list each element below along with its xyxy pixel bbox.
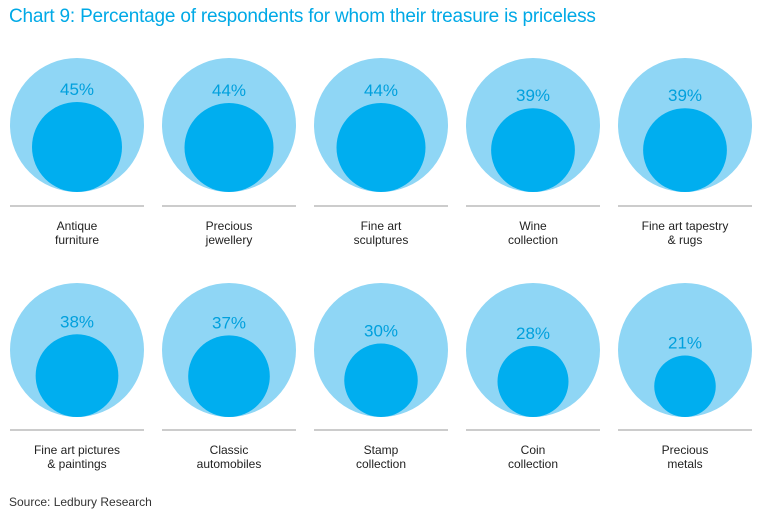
category-label: Classic	[210, 443, 249, 457]
category-label: Fine art tapestry	[642, 219, 729, 233]
outer-bubble	[618, 283, 752, 417]
value-bubble	[491, 108, 575, 192]
category-label: Coin	[521, 443, 546, 457]
value-bubble	[35, 334, 119, 417]
source-note: Source: Ledbury Research	[9, 495, 152, 509]
value-bubble	[32, 102, 122, 192]
category-label: automobiles	[197, 457, 262, 471]
category-label: Fine art	[361, 219, 402, 233]
value-bubble	[188, 335, 270, 417]
category-label: collection	[508, 233, 558, 247]
value-bubble	[184, 103, 274, 193]
value-label: 39%	[668, 86, 702, 105]
category-label: Fine art pictures	[34, 443, 120, 457]
value-label: 37%	[212, 313, 246, 332]
category-label: metals	[667, 457, 702, 471]
category-label: Antique	[57, 219, 98, 233]
value-bubble	[336, 103, 426, 193]
chart-title: Chart 9: Percentage of respondents for w…	[9, 6, 596, 27]
value-label: 39%	[516, 86, 550, 105]
category-label: & rugs	[668, 233, 703, 247]
value-label: 44%	[212, 81, 246, 100]
value-bubble	[654, 355, 716, 417]
category-label: Wine	[519, 219, 547, 233]
category-label: & paintings	[47, 457, 106, 471]
category-label: sculptures	[354, 233, 409, 247]
value-label: 21%	[668, 334, 702, 353]
category-label: collection	[508, 457, 558, 471]
category-label: collection	[356, 457, 406, 471]
category-label: furniture	[55, 233, 99, 247]
category-label: Precious	[662, 443, 709, 457]
value-label: 45%	[60, 80, 94, 99]
value-label: 28%	[516, 324, 550, 343]
category-label: jewellery	[205, 233, 253, 247]
value-bubble	[497, 346, 569, 418]
category-label: Precious	[206, 219, 253, 233]
value-bubble	[344, 343, 418, 417]
value-bubble	[643, 108, 727, 192]
category-label: Stamp	[364, 443, 399, 457]
value-label: 30%	[364, 322, 398, 341]
value-label: 38%	[60, 312, 94, 331]
value-label: 44%	[364, 81, 398, 100]
